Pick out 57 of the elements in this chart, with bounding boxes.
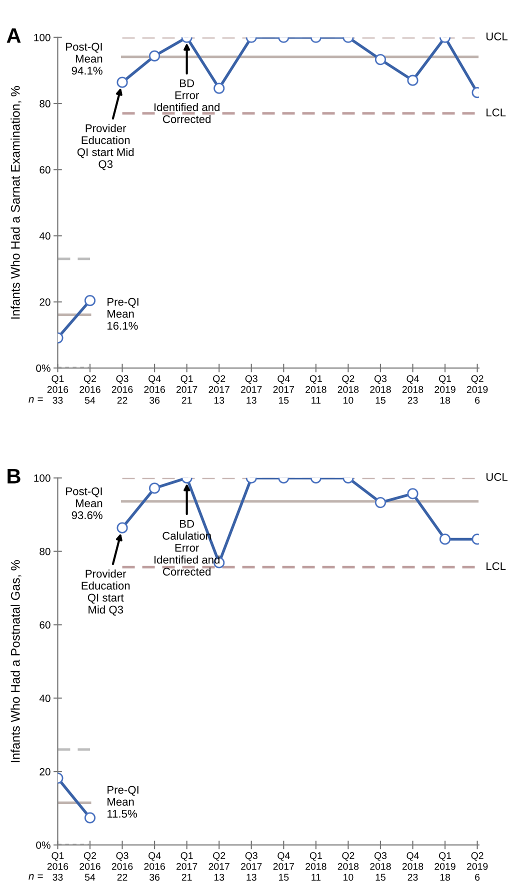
- x-tick-label: Q2 2019 6: [466, 852, 488, 881]
- series-label: UCL: [486, 32, 508, 40]
- y-tick-label: 0%: [36, 364, 50, 372]
- x-tick-label: Q2 2016 54: [80, 375, 100, 404]
- annotation: Provider Education QI start Mid Q3: [77, 124, 134, 170]
- x-tick-label: Q1 2018 11: [306, 375, 326, 404]
- y-axis-title: Infants Who Had a Sarnat Examination, %: [10, 86, 22, 319]
- x-tick-label: Q1 2018 11: [306, 852, 326, 881]
- x-tick-label: Q2 2016 54: [80, 852, 100, 881]
- x-tick-label: Q2 2017 13: [208, 375, 230, 404]
- x-tick-label: Q3 2017 13: [241, 375, 262, 404]
- x-tick-label: Q3 2016 22: [112, 852, 133, 881]
- x-tick-label: Q4 2016 36: [144, 375, 165, 404]
- text: n =: [28, 397, 43, 403]
- y-tick-label: 20: [40, 298, 50, 306]
- chart-title: B: [8, 468, 20, 484]
- y-tick-label: 80: [40, 548, 50, 556]
- annotation: BD Error Identified and Corrected: [154, 79, 220, 124]
- x-tick-label: Q3 2018 15: [370, 852, 391, 881]
- x-tick-label: Q1 2016 33: [47, 375, 68, 404]
- y-tick-label: 60: [40, 621, 50, 629]
- annotation: Provider Education QI start Mid Q3: [82, 570, 130, 616]
- y-tick-label: 100: [34, 474, 50, 482]
- y-axis-title: Infants Who Had a Postnatal Gas, %: [10, 560, 22, 762]
- y-tick-label: 0%: [36, 841, 50, 849]
- x-tick-label: Q2 2018 10: [338, 852, 359, 881]
- x-tick-label: Q2 2017 13: [208, 852, 230, 881]
- x-tick-label: Q4 2017 15: [273, 375, 294, 404]
- x-tick-label: Q4 2016 36: [144, 852, 165, 881]
- series-label: Pre-QI Mean 11.5%: [108, 786, 138, 818]
- x-tick-label: Q1 2016 33: [47, 852, 68, 881]
- y-tick-label: 20: [40, 768, 50, 776]
- series-label: UCL: [486, 473, 508, 481]
- chart-title: A: [6, 28, 21, 43]
- series-label: LCL: [486, 562, 506, 570]
- series-label: Post-QI Mean 94.1%: [66, 42, 102, 75]
- x-tick-label: Q2 2019 6: [466, 375, 488, 404]
- x-tick-label: Q3 2018 15: [370, 375, 391, 404]
- y-tick-label: 40: [39, 232, 50, 240]
- x-tick-label: Q1 2017 21: [176, 375, 198, 404]
- series-label: Pre-QI Mean 16.1%: [108, 298, 138, 330]
- x-tick-label: Q4 2018 23: [402, 375, 424, 404]
- text: n =: [28, 874, 43, 880]
- x-tick-label: Q3 2016 22: [112, 375, 133, 404]
- x-tick-label: Q1 2019 18: [434, 375, 456, 404]
- y-tick-label: 60: [40, 166, 50, 174]
- y-tick-label: 80: [40, 100, 50, 108]
- x-tick-label: Q2 2018 10: [338, 375, 359, 404]
- x-tick-label: Q4 2018 23: [402, 852, 424, 881]
- y-tick-label: 100: [34, 34, 50, 42]
- series-label: LCL: [486, 108, 506, 116]
- series-label: Post-QI Mean 93.6%: [66, 487, 102, 520]
- x-tick-label: Q1 2019 18: [434, 852, 456, 881]
- x-tick-label: Q3 2017 13: [241, 852, 262, 881]
- y-tick-label: 40: [39, 694, 50, 702]
- x-tick-label: Q1 2017 21: [176, 852, 198, 881]
- x-tick-label: Q4 2017 15: [273, 852, 294, 881]
